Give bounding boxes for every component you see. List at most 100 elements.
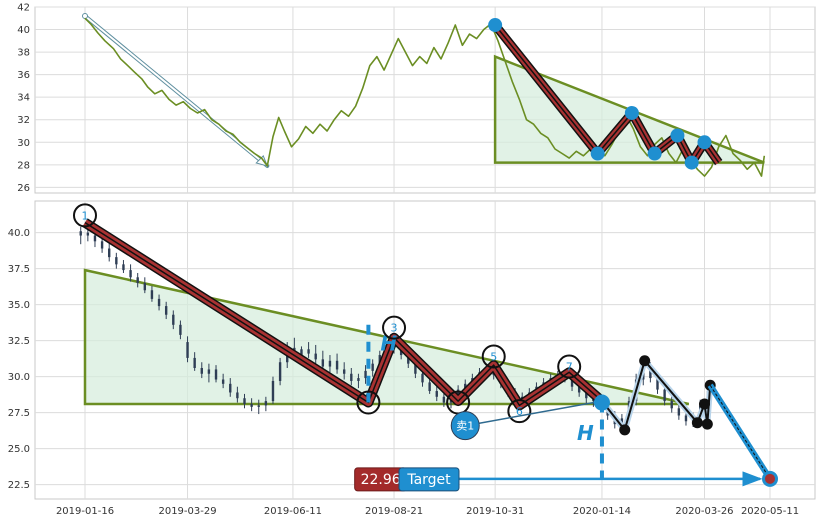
candle-body [79, 231, 82, 236]
candle-body [342, 369, 346, 374]
recent-path-point [691, 417, 703, 429]
candle-body [214, 369, 218, 380]
candle-body [93, 235, 97, 242]
candle-body [179, 324, 182, 335]
top-zigzag-marker [647, 146, 662, 161]
candle-body [456, 389, 460, 399]
candle-body [663, 389, 666, 402]
x-tick-label: 2020-01-14 [573, 506, 631, 517]
candle-body [670, 401, 673, 409]
y-tick-label: 34 [17, 93, 30, 104]
candle-body [86, 232, 90, 236]
y-tick-label: 30.0 [8, 372, 30, 383]
target-badge [398, 467, 460, 492]
candle-body [243, 398, 246, 404]
candle-body [328, 360, 332, 367]
wave-label-circle [382, 315, 407, 340]
x-tick-label: 2020-03-26 [675, 506, 733, 517]
top-zigzag-marker [624, 105, 639, 120]
candle-body [428, 382, 431, 392]
candle-body [200, 367, 203, 374]
wave-label-circle [481, 344, 506, 369]
height-marker-label: H [577, 421, 594, 445]
candle-body [207, 369, 211, 374]
y-tick-label: 40.0 [8, 228, 30, 239]
candle-body [364, 370, 367, 379]
x-tick-label: 2019-03-29 [158, 506, 216, 517]
sell-marker-label: 卖1 [456, 420, 474, 433]
candle-body [100, 241, 104, 249]
sell-marker-connector [477, 401, 595, 425]
candle-body [164, 306, 168, 315]
wave-label-circle [73, 203, 97, 228]
candle-body [570, 379, 574, 387]
wave-label: 7 [566, 361, 573, 374]
candle-body [193, 357, 196, 368]
projection-line-core [709, 385, 771, 480]
candle-body [122, 264, 125, 271]
candle-body [108, 248, 111, 258]
candle-body [656, 378, 659, 390]
candle-body [236, 392, 239, 399]
top-zigzag-marker [488, 18, 503, 33]
candle-body [150, 290, 154, 299]
x-tick-label: 2019-10-31 [466, 506, 524, 517]
candle-body [229, 383, 232, 393]
x-tick-label: 2020-05-11 [741, 506, 799, 517]
turning-point-circle [356, 390, 381, 415]
wave-label: 5 [490, 350, 497, 363]
sell-marker [450, 411, 480, 441]
y-tick-label: 35.0 [8, 300, 30, 311]
candle-body [371, 363, 374, 371]
candle-body [186, 342, 189, 358]
candle-body [271, 380, 275, 402]
candle-body [314, 353, 317, 360]
sell-anchor-point [593, 394, 610, 411]
candle-body [407, 355, 410, 364]
candle-body [684, 415, 688, 422]
candle-body [143, 283, 147, 291]
candle-body [264, 401, 268, 406]
candle-body [357, 378, 360, 381]
top-zigzag-marker [684, 155, 699, 170]
candle-body [378, 355, 381, 364]
candle-body [435, 391, 438, 397]
candle-body [350, 373, 353, 381]
candle-body [136, 277, 139, 284]
y-tick-label: 37.5 [8, 264, 30, 275]
candle-body [585, 392, 588, 399]
candle-body [677, 408, 681, 416]
candle-body [129, 270, 132, 278]
candle-body [321, 359, 325, 367]
target-point-inner [765, 473, 775, 484]
wave-label-circle [557, 354, 582, 379]
y-tick-label: 27.5 [8, 408, 30, 419]
y-tick-label: 40 [17, 25, 30, 36]
recent-path-point [698, 398, 710, 410]
top-zigzag-marker [697, 135, 712, 150]
candle-body [115, 257, 118, 265]
top-trend-arrow-core [84, 15, 268, 167]
y-tick-label: 25.0 [8, 444, 30, 455]
candle-body [620, 418, 624, 425]
recent-path-point [619, 424, 631, 436]
candle-body [172, 314, 175, 325]
y-tick-label: 32.5 [8, 336, 30, 347]
top-zigzag-marker [590, 146, 605, 161]
y-tick-label: 38 [17, 48, 30, 59]
candle-body [257, 405, 260, 407]
recent-path-point [701, 418, 713, 430]
x-tick-label: 2019-08-21 [365, 506, 423, 517]
candle-body [278, 362, 282, 381]
candle-body [307, 349, 310, 354]
height-marker-label: H [380, 332, 397, 356]
candle-body [250, 403, 253, 407]
wave-label-circle [507, 399, 532, 424]
y-tick-label: 30 [17, 138, 30, 149]
candle-body [157, 298, 161, 307]
candle-body [300, 349, 303, 356]
candle-body [577, 386, 581, 393]
price-badge-label: 22.96 [361, 472, 401, 488]
candle-body [464, 383, 467, 390]
